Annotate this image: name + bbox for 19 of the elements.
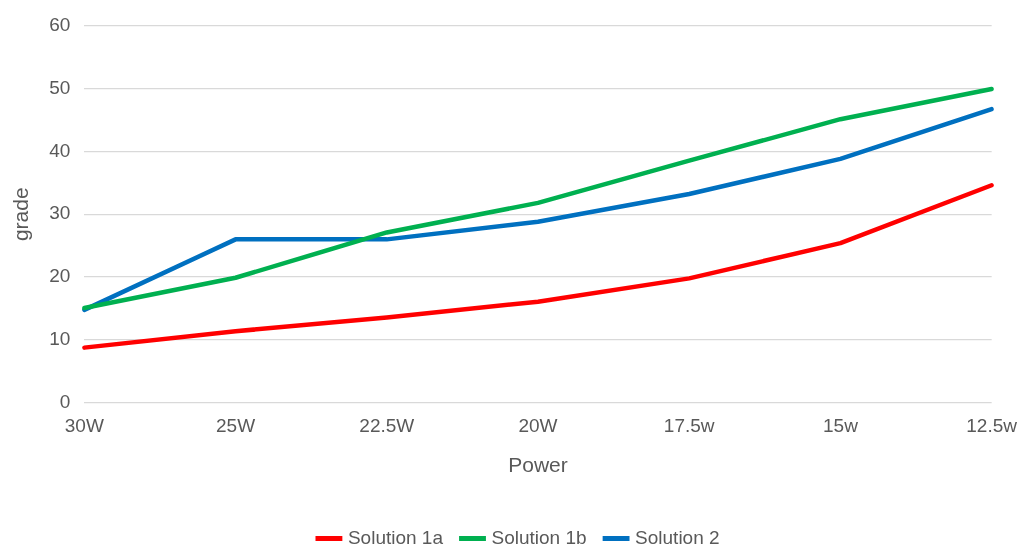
- y-tick-label: 30: [49, 202, 71, 224]
- y-tick-label: 40: [49, 139, 71, 161]
- x-tick-label: 25W: [216, 414, 256, 436]
- x-tick-label: 30W: [64, 414, 104, 436]
- x-tick-label: 17.5w: [663, 414, 715, 436]
- y-tick-label: 50: [49, 76, 71, 98]
- legend-label: Solution 1a: [347, 526, 444, 548]
- legend-label: Solution 1b: [491, 526, 587, 548]
- y-tick-label: 20: [49, 265, 71, 287]
- x-tick-label: 20W: [518, 414, 558, 436]
- x-tick-label: 15w: [823, 414, 859, 436]
- x-tick-label: 12.5w: [966, 414, 1018, 436]
- y-tick-label: 0: [59, 391, 71, 413]
- y-tick-label: 10: [49, 328, 71, 350]
- x-tick-label: 22.5W: [359, 414, 415, 436]
- legend-label: Solution 2: [635, 526, 720, 548]
- y-tick-label: 60: [49, 13, 71, 35]
- x-axis-title: Power: [508, 453, 568, 477]
- y-axis-title: grade: [9, 187, 33, 242]
